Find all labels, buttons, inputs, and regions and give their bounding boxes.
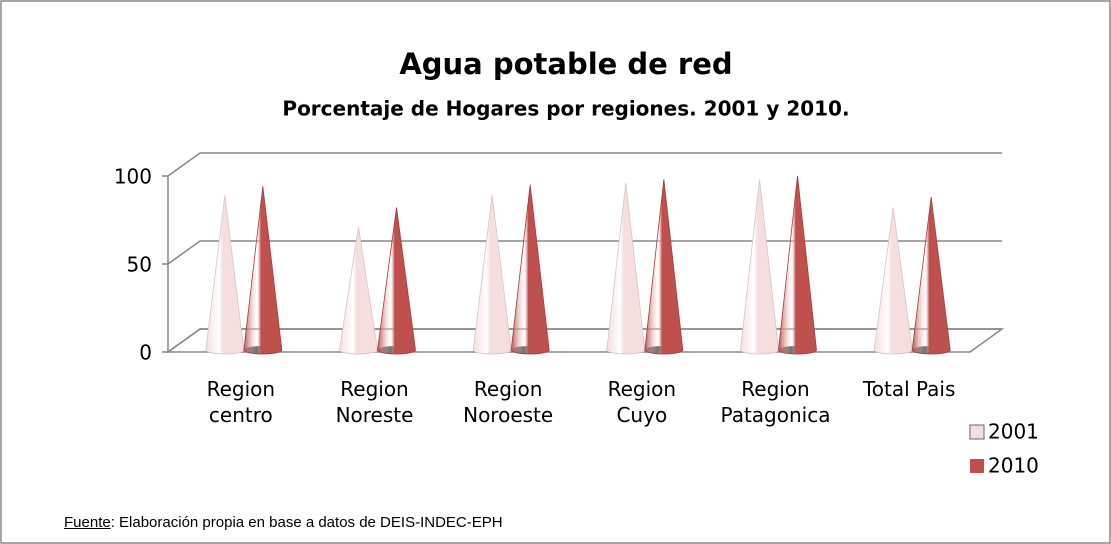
- x-tick-label: Region centro: [206, 377, 276, 427]
- grid-line: [167, 328, 1002, 353]
- grid-line: [167, 240, 1002, 265]
- x-tick-label: Region Noreste: [335, 377, 414, 427]
- footnote: Fuente: Elaboración propia en base a dat…: [64, 514, 503, 531]
- grid-line: [167, 152, 1002, 177]
- cone: [205, 195, 245, 355]
- footnote-source: Fuente: [64, 514, 111, 531]
- legend-label: 2010: [988, 454, 1039, 478]
- cone: [778, 175, 817, 355]
- x-tick-label: Total Pais: [862, 377, 956, 401]
- x-tick-label: Region Cuyo: [607, 377, 677, 427]
- chart-title: Agua potable de red: [399, 47, 732, 81]
- footnote-text: : Elaboración propia en base a datos de …: [110, 514, 503, 531]
- chart-subtitle: Porcentaje de Hogares por regiones. 2001…: [282, 97, 849, 121]
- y-tick-label: 50: [127, 253, 152, 277]
- cone: [644, 179, 684, 355]
- legend-swatch: [969, 424, 985, 440]
- cone: [243, 186, 283, 355]
- y-tick-label: 100: [114, 165, 152, 189]
- legend-label: 2001: [988, 420, 1039, 444]
- cone: [911, 196, 951, 355]
- legend-swatch: [970, 459, 984, 473]
- x-tick-label: Region Noroeste: [463, 377, 554, 427]
- x-tick-label: Region Patagonica: [720, 377, 831, 427]
- cone: [339, 226, 378, 355]
- cone: [377, 207, 416, 355]
- y-tick-label: 0: [139, 341, 152, 365]
- cone: [510, 184, 550, 355]
- cone: [472, 195, 512, 355]
